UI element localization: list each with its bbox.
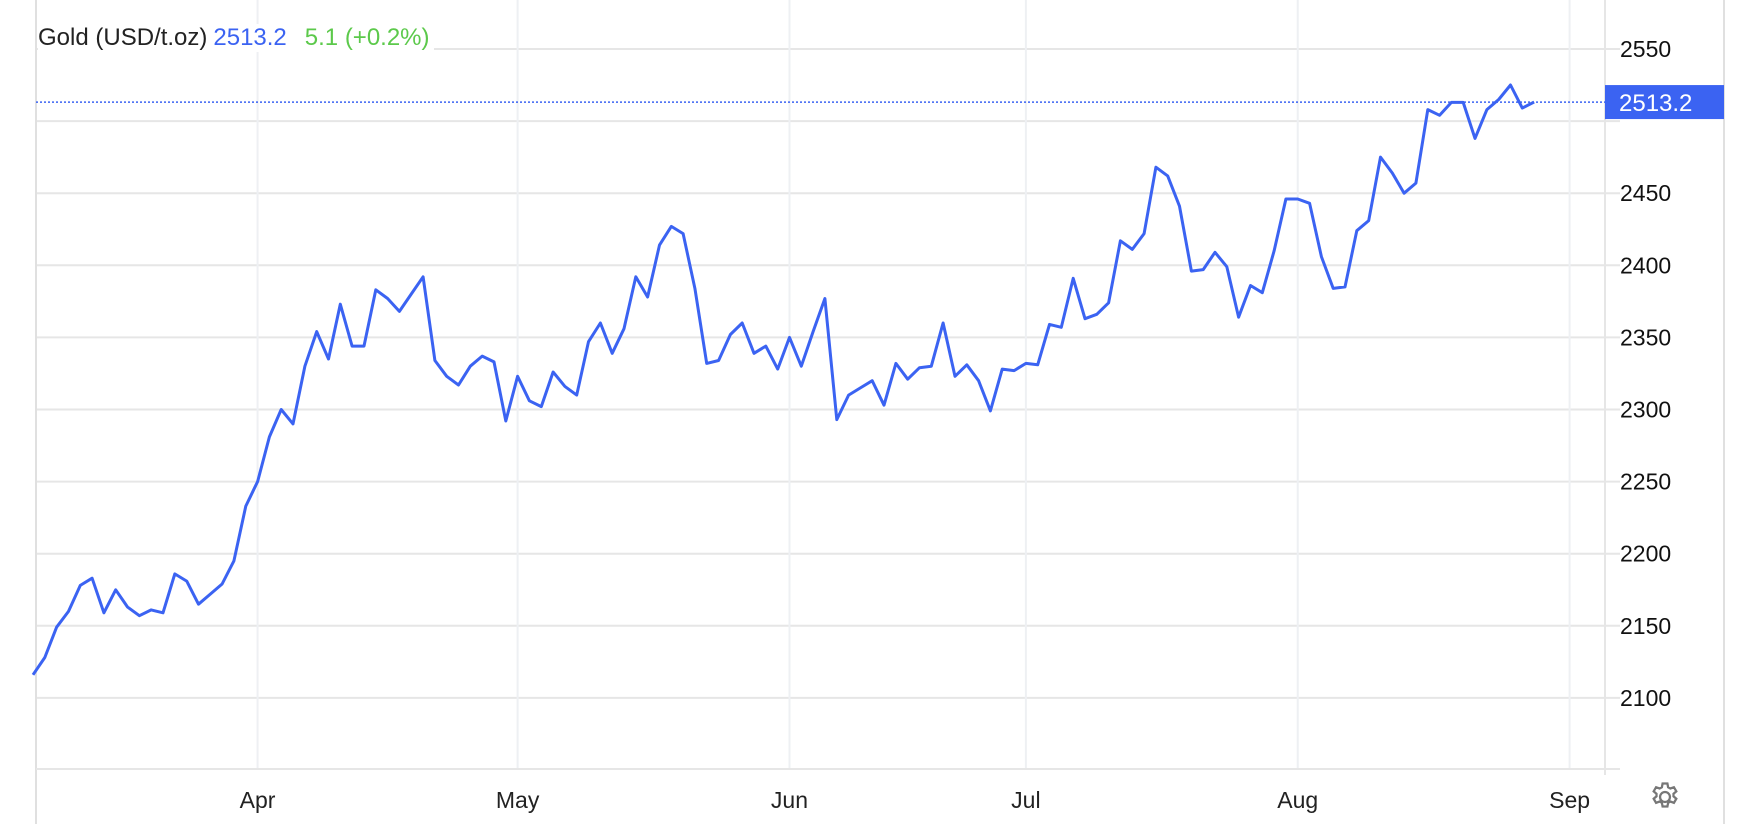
y-tick-label: 2350 xyxy=(1620,324,1671,350)
price-change: 5.1 (+0.2%) xyxy=(304,24,430,51)
y-tick-label: 2100 xyxy=(1620,685,1671,711)
last-price-badge-text: 2513.2 xyxy=(1619,90,1692,117)
x-tick-label: Apr xyxy=(240,787,276,813)
x-tick-label: Jun xyxy=(771,787,808,813)
x-tick-label: Jul xyxy=(1011,787,1040,813)
current-price: 2513.2 xyxy=(213,24,287,51)
x-tick-label: May xyxy=(496,787,540,813)
x-axis-labels: Apr May Jun Jul Aug Sep xyxy=(240,787,1590,813)
y-axis-labels: 2100 2150 2200 2250 2300 2350 2400 2450 2550 xyxy=(1620,36,1671,711)
y-tick-label: 2550 xyxy=(1620,36,1671,62)
x-tick-label: Sep xyxy=(1549,787,1590,813)
y-tick-label: 2150 xyxy=(1620,613,1671,639)
instrument-name: Gold (USD/t.oz) xyxy=(38,24,208,51)
y-tick-label: 2400 xyxy=(1620,252,1671,278)
y-tick-label: 2200 xyxy=(1620,541,1671,567)
grid xyxy=(36,0,1620,769)
gear-icon[interactable] xyxy=(1648,780,1682,814)
chart-header: Gold (USD/t.oz) 2513.2 5.1 (+0.2%) xyxy=(38,24,434,52)
last-price-badge xyxy=(1605,85,1724,120)
y-tick-label: 2250 xyxy=(1620,469,1671,495)
y-tick-label: 2450 xyxy=(1620,180,1671,206)
x-tick-label: Aug xyxy=(1277,787,1318,813)
y-tick-label: 2300 xyxy=(1620,397,1671,423)
price-series-line xyxy=(31,83,1535,676)
